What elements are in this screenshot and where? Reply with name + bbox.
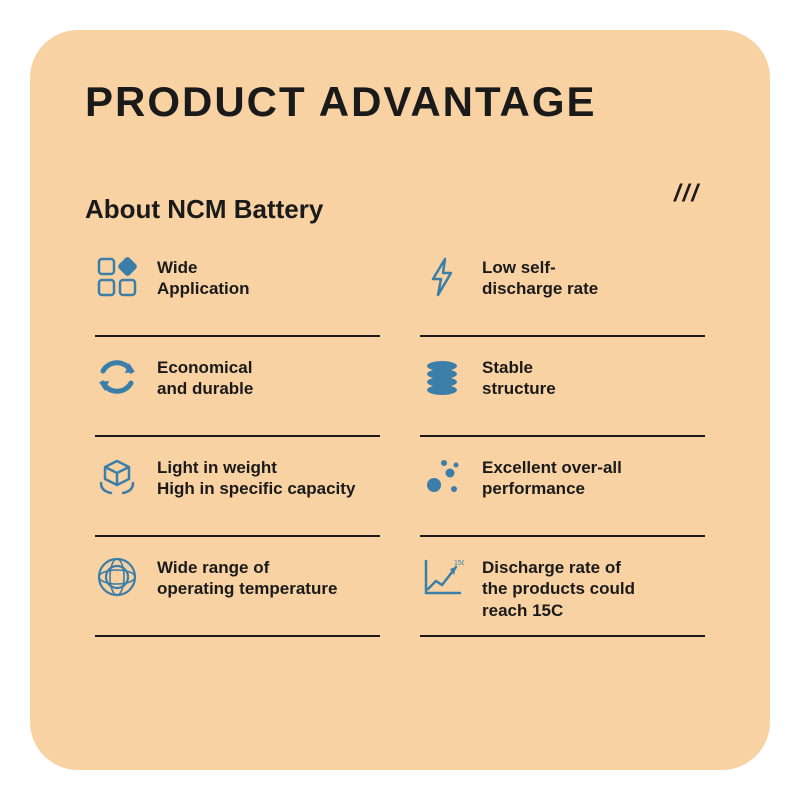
subtitle: About NCM Battery [85,194,715,225]
box-icon [95,455,139,499]
feature-item: Light in weightHigh in specific capacity [95,455,380,537]
feature-item: Wide range ofoperating temperature [95,555,380,637]
feature-label: Wide range ofoperating temperature [157,555,337,600]
bolt-icon [420,255,464,299]
target-icon [95,555,139,599]
feature-item: Low self-discharge rate [420,255,705,337]
dots-icon [420,455,464,499]
feature-item: Excellent over-allperformance [420,455,705,537]
feature-item: Stablestructure [420,355,705,437]
svg-text:15C: 15C [454,560,464,567]
features-grid: WideApplication Low self-discharge rate … [85,255,715,637]
chart-icon: 15C [420,555,464,599]
feature-label: Economicaland durable [157,355,253,400]
feature-label: Discharge rate ofthe products couldreach… [482,555,635,621]
slash-decoration: /// [674,180,700,208]
feature-label: WideApplication [157,255,250,300]
feature-label: Low self-discharge rate [482,255,598,300]
feature-item: 15C Discharge rate ofthe products couldr… [420,555,705,637]
feature-label: Light in weightHigh in specific capacity [157,455,355,500]
feature-item: Economicaland durable [95,355,380,437]
feature-label: Excellent over-allperformance [482,455,622,500]
product-advantage-card: PRODUCT ADVANTAGE /// About NCM Battery … [30,30,770,770]
recycle-icon [95,355,139,399]
grid-icon [95,255,139,299]
stack-icon [420,355,464,399]
feature-item: WideApplication [95,255,380,337]
feature-label: Stablestructure [482,355,556,400]
main-title: PRODUCT ADVANTAGE [85,80,715,124]
